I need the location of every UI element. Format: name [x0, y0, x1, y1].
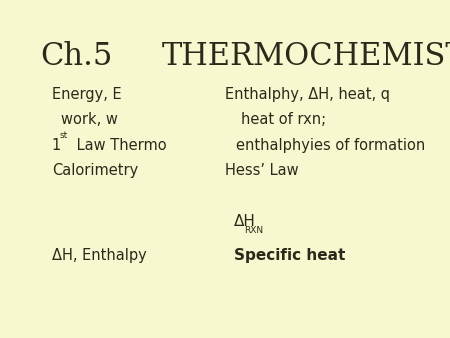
- Text: ΔH: ΔH: [234, 214, 256, 229]
- Text: Hess’ Law: Hess’ Law: [225, 163, 299, 178]
- Text: st: st: [60, 131, 68, 140]
- Text: Energy, E: Energy, E: [52, 87, 122, 102]
- Text: work, w: work, w: [61, 113, 117, 127]
- Text: Ch.5: Ch.5: [40, 41, 113, 72]
- Text: 1: 1: [52, 138, 61, 153]
- Text: Enthalphy, ΔH, heat, q: Enthalphy, ΔH, heat, q: [225, 87, 390, 102]
- Text: Specific heat: Specific heat: [234, 248, 346, 263]
- Text: Law Thermo: Law Thermo: [72, 138, 166, 153]
- Text: THERMOCHEMISTRY: THERMOCHEMISTRY: [162, 41, 450, 72]
- Text: ΔH, Enthalpy: ΔH, Enthalpy: [52, 248, 147, 263]
- Text: RXN: RXN: [244, 226, 263, 235]
- Text: Calorimetry: Calorimetry: [52, 163, 138, 178]
- Text: heat of rxn;: heat of rxn;: [241, 113, 326, 127]
- Text: enthalphyies of formation: enthalphyies of formation: [236, 138, 426, 153]
